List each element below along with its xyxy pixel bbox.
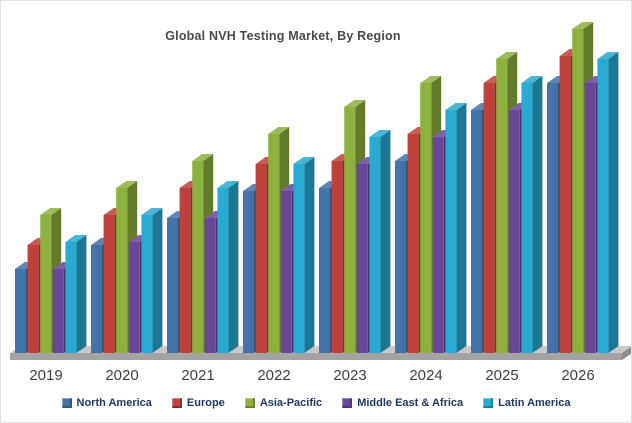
- bar-latin-america-2021-top: [217, 181, 239, 188]
- bar-latin-america-2026: [597, 59, 609, 353]
- bar-north-america-2019: [15, 269, 26, 353]
- bar-asia-pacific-2026-top: [572, 22, 594, 29]
- bar-asia-pacific-2021-top: [192, 154, 214, 161]
- bar-europe-2023: [331, 161, 343, 353]
- bar-latin-america-2019: [65, 242, 77, 353]
- bar-asia-pacific-2022: [268, 134, 280, 353]
- bar-europe-2019: [27, 245, 39, 353]
- bar-asia-pacific-2022-top: [268, 127, 290, 134]
- bar-chart-canvas: 2019 2020 2021 2022 2023 2024 2025 2026: [10, 22, 631, 384]
- legend-swatch-north-america: [61, 398, 72, 408]
- bar-latin-america-2024-top: [445, 103, 467, 110]
- legend-label-north-america: North America: [76, 397, 152, 409]
- legend-label-europe: Europe: [186, 397, 225, 409]
- bar-asia-pacific-2020: [116, 188, 128, 353]
- bar-asia-pacific-2024: [420, 83, 432, 353]
- legend-swatch-europe: [171, 398, 182, 408]
- bar-asia-pacific-2023: [344, 107, 356, 353]
- chart-legend: North America Europe Asia-Pacific Middle Ea…: [1, 397, 631, 409]
- bar-europe-2021: [179, 188, 191, 353]
- bar-middle-east-africa-2023: [356, 164, 368, 353]
- bar-latin-america-2023-side: [380, 130, 391, 353]
- bar-north-america-2020: [91, 245, 102, 353]
- bar-latin-america-2025: [521, 83, 533, 353]
- bar-north-america-2025: [471, 110, 482, 353]
- bar-middle-east-africa-2024: [432, 137, 444, 353]
- bar-asia-pacific-2026: [572, 29, 584, 353]
- bar-north-america-2021: [167, 218, 178, 353]
- bar-latin-america-2025-side: [532, 76, 543, 353]
- x-axis-label-2021: 2021: [181, 367, 214, 384]
- bar-north-america-2026: [547, 83, 558, 353]
- bar-middle-east-africa-2025: [508, 110, 520, 353]
- bar-latin-america-2025-top: [521, 76, 543, 83]
- bar-latin-america-2022-side: [304, 157, 315, 353]
- bar-europe-2024: [407, 134, 419, 353]
- bar-asia-pacific-2023-top: [344, 100, 366, 107]
- bar-middle-east-africa-2019: [52, 269, 64, 353]
- bar-north-america-2022: [243, 191, 254, 353]
- legend-item-north-america: North America: [61, 397, 152, 409]
- chart-floor-front: [10, 353, 622, 360]
- bar-north-america-2024: [395, 161, 406, 353]
- bar-middle-east-africa-2021: [204, 218, 216, 353]
- bar-middle-east-africa-2026: [584, 83, 596, 353]
- legend-swatch-latin-america: [483, 398, 494, 408]
- legend-swatch-asia-pacific: [244, 398, 255, 408]
- x-axis-label-2023: 2023: [333, 367, 366, 384]
- bar-asia-pacific-2024-top: [420, 76, 442, 83]
- bar-latin-america-2024: [445, 110, 457, 353]
- legend-label-middle-east-africa: Middle East & Africa: [357, 397, 464, 409]
- bar-latin-america-2019-top: [65, 235, 87, 242]
- bar-middle-east-africa-2020: [128, 242, 140, 353]
- bar-asia-pacific-2021: [192, 161, 204, 353]
- x-axis-label-2022: 2022: [257, 367, 290, 384]
- legend-label-latin-america: Latin America: [498, 397, 571, 409]
- bar-latin-america-2022: [293, 164, 305, 353]
- bar-asia-pacific-2019: [40, 215, 52, 353]
- bar-latin-america-2026-side: [608, 52, 619, 353]
- bar-latin-america-2023: [369, 137, 381, 353]
- x-axis-label-2025: 2025: [485, 367, 518, 384]
- bar-latin-america-2026-top: [597, 52, 619, 59]
- bar-latin-america-2020-top: [141, 208, 163, 215]
- bar-europe-2025: [483, 83, 495, 353]
- x-axis-label-2019: 2019: [29, 367, 62, 384]
- legend-item-middle-east-africa: Middle East & Africa: [342, 397, 463, 409]
- bar-asia-pacific-2025-top: [496, 52, 518, 59]
- bar-latin-america-2022-top: [293, 157, 315, 164]
- bar-asia-pacific-2020-top: [116, 181, 138, 188]
- chart-floor-side: [622, 346, 631, 360]
- bar-europe-2026: [559, 56, 571, 353]
- bar-europe-2020: [103, 215, 115, 353]
- bar-latin-america-2021: [217, 188, 229, 353]
- bar-latin-america-2021-side: [228, 181, 239, 353]
- bar-latin-america-2023-top: [369, 130, 391, 137]
- bar-latin-america-2019-side: [76, 235, 87, 353]
- legend-label-asia-pacific: Asia-Pacific: [259, 397, 323, 409]
- bar-latin-america-2020-side: [152, 208, 163, 353]
- bar-europe-2022: [255, 164, 267, 353]
- legend-swatch-middle-east-africa: [342, 398, 353, 408]
- x-axis-label-2024: 2024: [409, 367, 442, 384]
- legend-item-asia-pacific: Asia-Pacific: [244, 397, 323, 409]
- x-axis-label-2020: 2020: [105, 367, 138, 384]
- bar-asia-pacific-2019-top: [40, 208, 62, 215]
- bar-north-america-2023: [319, 188, 330, 353]
- bar-latin-america-2020: [141, 215, 153, 353]
- legend-item-latin-america: Latin America: [483, 397, 570, 409]
- chart-title: Global NVH Testing Market, By Region: [165, 29, 401, 43]
- legend-item-europe: Europe: [171, 397, 225, 409]
- bar-asia-pacific-2025: [496, 59, 508, 353]
- bar-middle-east-africa-2022: [280, 191, 292, 353]
- x-axis-label-2026: 2026: [561, 367, 594, 384]
- bar-latin-america-2024-side: [456, 103, 467, 353]
